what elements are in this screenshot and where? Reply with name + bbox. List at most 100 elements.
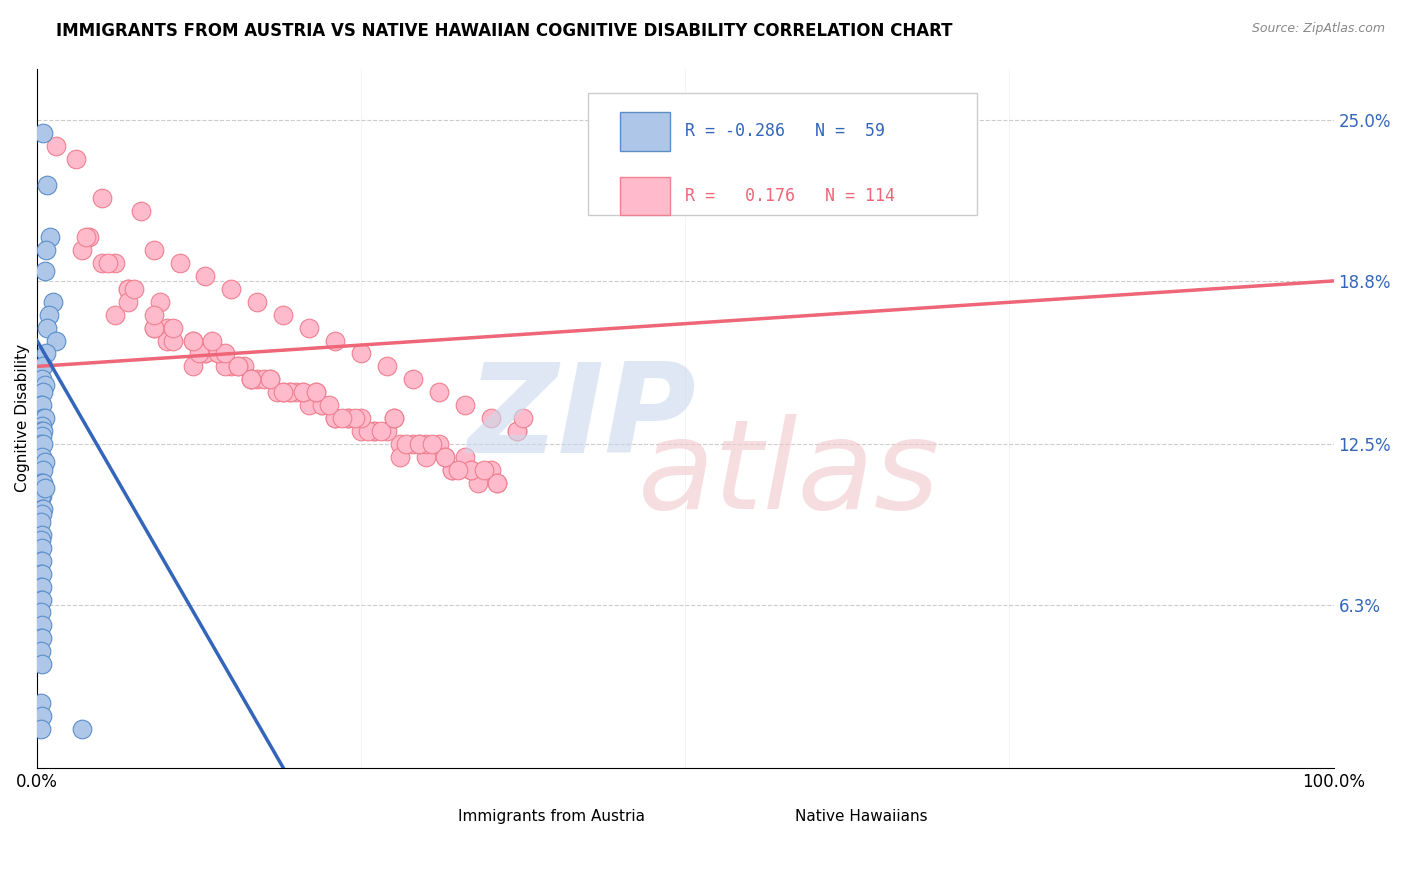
Point [31,566,53,581]
Point [259,372,281,386]
Point [75,230,97,244]
Point [226,359,249,374]
Point [434,450,457,464]
Point [239,372,262,386]
Point [356,424,378,438]
Point [505,424,527,438]
Text: R = -0.286   N =  59: R = -0.286 N = 59 [685,122,886,140]
Point [34,455,56,469]
Point [305,385,328,400]
Point [486,475,509,490]
Point [41,294,63,309]
Point [32,437,55,451]
Point [155,334,177,348]
Point [104,308,127,322]
Point [188,346,211,360]
Point [194,346,217,360]
FancyBboxPatch shape [744,803,783,830]
Point [169,256,191,270]
Point [32,411,55,425]
Point [31,709,53,723]
Point [181,334,204,348]
Point [207,346,229,360]
Point [221,282,243,296]
Point [460,463,482,477]
Point [77,230,100,244]
Point [259,372,281,386]
Point [31,372,53,386]
Point [382,411,405,425]
Point [31,580,53,594]
Point [246,372,269,386]
Point [330,411,353,425]
Point [31,592,53,607]
Point [415,437,437,451]
Point [30,644,52,658]
Point [34,481,56,495]
Point [31,398,53,412]
Point [350,346,373,360]
Text: IMMIGRANTS FROM AUSTRIA VS NATIVE HAWAIIAN COGNITIVE DISABILITY CORRELATION CHAR: IMMIGRANTS FROM AUSTRIA VS NATIVE HAWAII… [56,22,953,40]
Point [214,359,236,374]
Point [415,450,437,464]
FancyBboxPatch shape [620,112,669,151]
Point [402,372,425,386]
Point [31,657,53,672]
Point [323,334,346,348]
Point [291,385,314,400]
Point [194,268,217,283]
Point [298,320,321,334]
Text: Source: ZipAtlas.com: Source: ZipAtlas.com [1251,22,1385,36]
Point [32,126,55,140]
Point [32,359,55,374]
Point [30,566,52,581]
Point [440,463,463,477]
FancyBboxPatch shape [588,93,977,215]
Point [291,385,314,400]
Point [350,424,373,438]
Point [162,320,184,334]
Text: ZIP: ZIP [467,358,696,479]
Point [30,424,52,438]
Point [363,424,385,438]
Point [337,411,360,425]
Point [32,424,55,438]
FancyBboxPatch shape [620,177,669,215]
Point [162,334,184,348]
Point [363,424,385,438]
Point [221,359,243,374]
Point [142,308,165,322]
Point [467,475,489,490]
Point [370,424,392,438]
Point [142,320,165,334]
Point [155,320,177,334]
Point [239,372,262,386]
Point [72,243,94,257]
Point [129,204,152,219]
Point [30,722,52,736]
Point [454,398,477,412]
Point [31,632,53,646]
Point [45,334,67,348]
Point [278,385,301,400]
Point [323,411,346,425]
Point [104,256,127,270]
Point [318,398,340,412]
Point [337,411,360,425]
Point [30,437,52,451]
Point [408,437,430,451]
Point [486,475,509,490]
Point [45,139,67,153]
Point [32,385,55,400]
Point [382,411,405,425]
Point [38,308,60,322]
Point [388,450,411,464]
Text: R =   0.176   N = 114: R = 0.176 N = 114 [685,186,896,205]
Point [117,294,139,309]
Point [375,424,398,438]
Point [454,450,477,464]
Point [440,463,463,477]
Point [512,411,534,425]
Point [323,411,346,425]
Point [38,230,60,244]
